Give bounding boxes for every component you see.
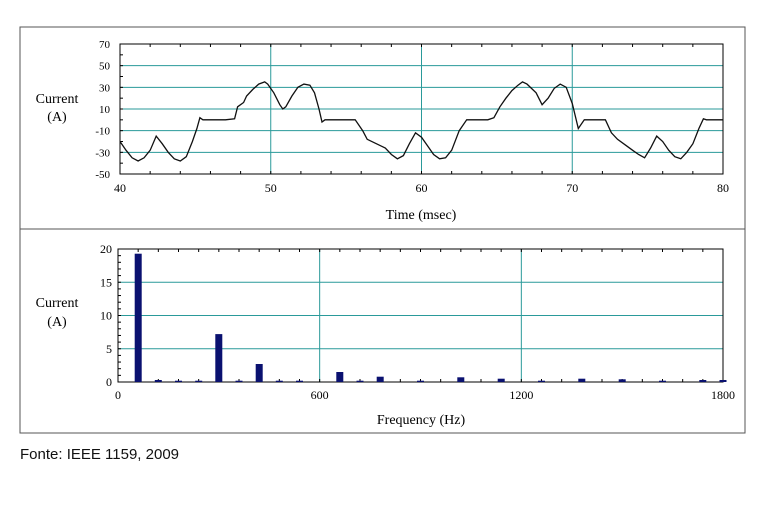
harmonic-bar bbox=[719, 380, 727, 382]
top-x-tick-label: 40 bbox=[114, 181, 126, 195]
top-y-tick-label: -30 bbox=[95, 147, 110, 159]
top-y-tick-label: -50 bbox=[95, 169, 110, 181]
top-x-tick-labels: 40 50 60 70 80 bbox=[114, 181, 729, 195]
source-caption: Fonte: IEEE 1159, 2009 bbox=[20, 446, 180, 463]
top-y-tick-label: -10 bbox=[95, 126, 110, 138]
harmonic-bar bbox=[356, 380, 364, 382]
bottom-x-tick-label: 0 bbox=[115, 388, 121, 402]
harmonic-bar bbox=[497, 378, 505, 382]
harmonic-bar bbox=[275, 380, 283, 382]
top-minor-ticks bbox=[119, 43, 724, 175]
harmonic-bar bbox=[578, 378, 586, 382]
top-y-tick-label: 10 bbox=[99, 104, 111, 116]
bottom-y-tick-labels: 20 15 10 5 0 bbox=[100, 242, 112, 389]
harmonic-bar bbox=[376, 376, 384, 382]
harmonic-bar bbox=[134, 253, 142, 382]
bottom-y-tick-label: 0 bbox=[106, 375, 112, 389]
bottom-y-tick-label: 15 bbox=[100, 275, 112, 289]
bottom-y-tick-label: 5 bbox=[106, 342, 112, 356]
top-x-tick-label: 50 bbox=[265, 181, 277, 195]
bottom-ylabel-line2: (A) bbox=[47, 315, 67, 330]
bottom-panel-frame bbox=[19, 228, 746, 434]
top-x-tick-label: 60 bbox=[416, 181, 428, 195]
harmonic-bar bbox=[235, 380, 243, 382]
harmonic-bar bbox=[175, 380, 182, 382]
bottom-y-tick-label: 20 bbox=[100, 242, 112, 256]
top-y-tick-label: 50 bbox=[99, 61, 111, 73]
bottom-x-tick-labels: 0 600 1200 1800 bbox=[115, 388, 735, 402]
top-ylabel-line2: (A) bbox=[47, 110, 67, 125]
top-panel-frame bbox=[19, 26, 746, 230]
harmonic-bars bbox=[134, 253, 727, 382]
time-domain-chart: 70 50 30 10 -10 -30 -50 40 50 60 70 80 Current (A)… bbox=[36, 39, 729, 223]
bottom-grid bbox=[118, 249, 723, 382]
harmonic-bar bbox=[417, 380, 424, 382]
bottom-xlabel: Frequency (Hz) bbox=[377, 413, 466, 428]
top-y-tick-labels: 70 50 30 10 -10 -30 -50 bbox=[95, 39, 110, 181]
harmonic-bar bbox=[154, 380, 162, 382]
top-grid bbox=[120, 44, 723, 174]
bottom-x-tick-label: 1200 bbox=[509, 388, 533, 402]
bottom-ylabel-line1: Current bbox=[36, 296, 79, 311]
harmonic-bar bbox=[195, 380, 203, 382]
frequency-spectrum-chart: 20 15 10 5 0 0 600 1200 1800 Current (A) Freque… bbox=[36, 242, 735, 428]
bottom-y-tick-label: 10 bbox=[100, 309, 112, 323]
top-y-tick-label: 30 bbox=[99, 82, 111, 94]
harmonic-bar bbox=[457, 377, 465, 382]
bottom-x-tick-label: 600 bbox=[311, 388, 329, 402]
harmonic-bar bbox=[255, 364, 263, 382]
bottom-x-tick-label: 1800 bbox=[711, 388, 735, 402]
harmonic-bar bbox=[659, 380, 666, 382]
harmonic-bar bbox=[538, 380, 545, 382]
harmonic-bar bbox=[336, 372, 344, 382]
harmonic-bar bbox=[296, 380, 303, 382]
top-x-tick-label: 80 bbox=[717, 181, 729, 195]
top-xlabel: Time (msec) bbox=[386, 208, 457, 223]
top-x-tick-label: 70 bbox=[566, 181, 578, 195]
harmonic-bar bbox=[215, 334, 223, 382]
harmonic-bar bbox=[618, 379, 626, 382]
current-waveform-line bbox=[119, 81, 723, 162]
harmonic-bar bbox=[699, 380, 707, 382]
top-y-tick-label: 70 bbox=[99, 39, 111, 51]
top-ylabel-line1: Current bbox=[36, 92, 79, 107]
